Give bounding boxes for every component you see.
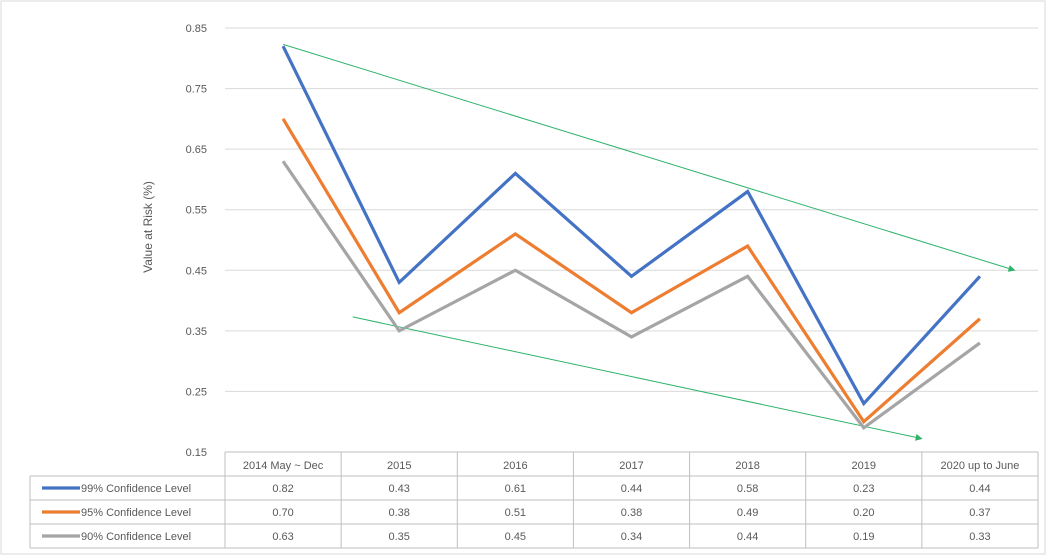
data-value-label: 0.44: [737, 531, 758, 543]
category-label: 2019: [852, 460, 876, 472]
y-tick-label: 0.75: [186, 84, 207, 96]
category-label: 2016: [503, 460, 527, 472]
series-lines: [281, 45, 982, 430]
category-label: 2015: [387, 460, 411, 472]
data-value-label: 0.35: [389, 531, 410, 543]
data-value-label: 0.38: [389, 507, 410, 519]
data-value-label: 0.43: [389, 483, 410, 495]
y-axis-label: Value at Risk (%): [141, 181, 155, 273]
data-value-label: 0.70: [272, 507, 293, 519]
trend-arrows: [282, 43, 1016, 441]
data-value-label: 0.33: [969, 531, 990, 543]
legend-entry: 95% Confidence Level: [81, 507, 191, 519]
trend-arrow: [282, 43, 1016, 272]
category-label: 2017: [619, 460, 643, 472]
data-value-label: 0.61: [505, 483, 526, 495]
data-value-label: 0.44: [969, 483, 990, 495]
data-value-label: 0.49: [737, 507, 758, 519]
y-tick-label: 0.65: [186, 144, 207, 156]
data-value-label: 0.19: [853, 531, 874, 543]
series-line: [281, 118, 981, 425]
data-value-label: 0.44: [621, 483, 642, 495]
data-value-label: 0.20: [853, 507, 874, 519]
series-line: [281, 160, 981, 430]
data-value-label: 0.82: [272, 483, 293, 495]
category-label: 2020 up to June: [940, 460, 1019, 472]
y-axis-ticks: 0.85 0.75 0.65 0.55 0.45 0.35 0.25 0.15: [186, 23, 207, 459]
y-tick-label: 0.85: [186, 23, 207, 35]
y-tick-label: 0.55: [186, 205, 207, 217]
y-tick-label: 0.45: [186, 265, 207, 277]
legend-entry: 99% Confidence Level: [81, 483, 191, 495]
data-value-label: 0.23: [853, 483, 874, 495]
legend-entry: 90% Confidence Level: [81, 531, 191, 543]
data-table: 2014 May ~ Dec 2015 2016 2017 2018 2019 2020 u…: [29, 451, 1039, 549]
data-value-label: 0.51: [505, 507, 526, 519]
data-value-label: 0.34: [621, 531, 642, 543]
data-value-label: 0.58: [737, 483, 758, 495]
gridlines: [225, 27, 1038, 453]
y-tick-label: 0.25: [186, 386, 207, 398]
data-value-label: 0.63: [272, 531, 293, 543]
data-value-label: 0.37: [969, 507, 990, 519]
y-tick-label: 0.35: [186, 326, 207, 338]
data-value-label: 0.38: [621, 507, 642, 519]
category-label: 2018: [735, 460, 759, 472]
trend-arrow: [352, 316, 923, 441]
data-value-label: 0.45: [505, 531, 526, 543]
series-line: [281, 45, 982, 407]
y-tick-label: 0.15: [186, 447, 207, 459]
category-label: 2014 May ~ Dec: [243, 460, 324, 472]
